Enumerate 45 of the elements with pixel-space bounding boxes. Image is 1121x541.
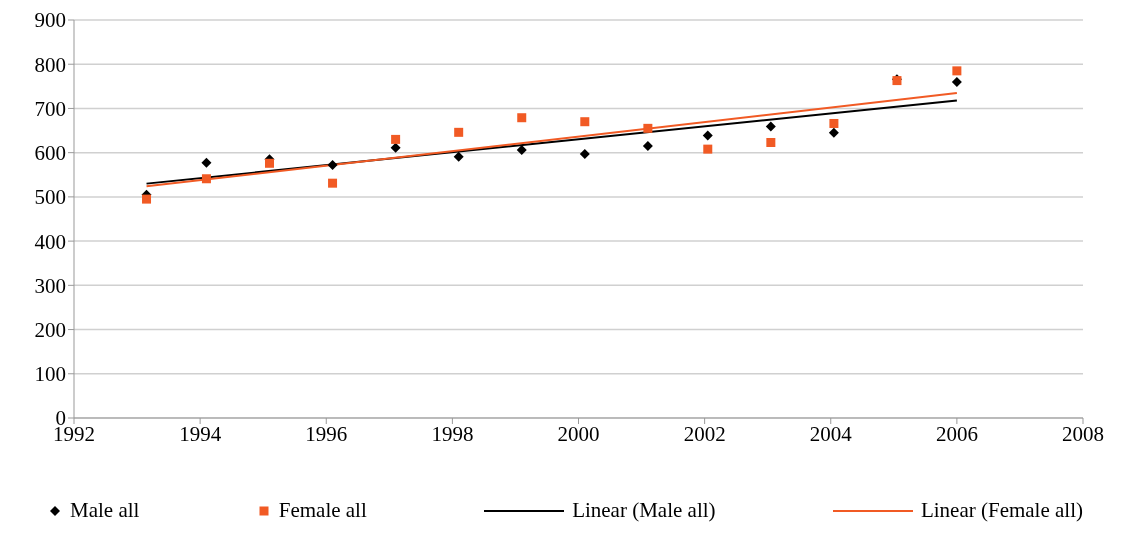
x-tick-label: 2006	[935, 421, 978, 446]
y-tick-label: 500	[34, 185, 66, 210]
y-tick-label: 100	[34, 362, 66, 387]
point	[201, 174, 211, 184]
point	[643, 123, 653, 133]
x-tick-label: 2004	[809, 421, 853, 446]
legend-label: Male all	[70, 498, 140, 523]
x-tick-label: 1998	[431, 421, 474, 446]
x-tick-label: 1996	[305, 421, 348, 446]
legend-label: Linear (Male all)	[572, 498, 716, 523]
point	[765, 121, 776, 132]
point	[642, 141, 653, 152]
point	[201, 157, 212, 168]
point	[517, 113, 527, 123]
point	[951, 76, 962, 87]
y-tick-label: 200	[34, 318, 66, 343]
point	[142, 194, 152, 204]
point	[391, 134, 401, 144]
point	[453, 151, 464, 162]
point	[328, 178, 338, 188]
point	[702, 130, 713, 141]
point	[580, 117, 590, 127]
point	[829, 118, 839, 128]
y-tick-label: 900	[34, 8, 66, 33]
point	[454, 127, 464, 137]
legend-label: Female all	[278, 498, 367, 523]
point	[952, 66, 962, 76]
x-tick-label: 2002	[683, 421, 726, 446]
point	[516, 145, 527, 156]
legend-label: Linear (Female all)	[920, 498, 1083, 523]
y-tick-label: 800	[34, 52, 66, 77]
y-tick-label: 300	[34, 273, 66, 298]
x-tick-label: 2008	[1062, 421, 1104, 446]
y-tick-label: 600	[34, 141, 66, 166]
x-tick-label: 2000	[557, 421, 600, 446]
point	[390, 142, 401, 153]
x-tick-label: 1994	[179, 421, 222, 446]
y-tick-label: 400	[34, 229, 66, 254]
point	[579, 148, 590, 159]
point	[703, 144, 713, 154]
point	[327, 160, 338, 171]
point	[766, 138, 776, 147]
y-tick-label: 700	[34, 96, 66, 121]
point	[264, 158, 274, 168]
point	[828, 127, 839, 138]
